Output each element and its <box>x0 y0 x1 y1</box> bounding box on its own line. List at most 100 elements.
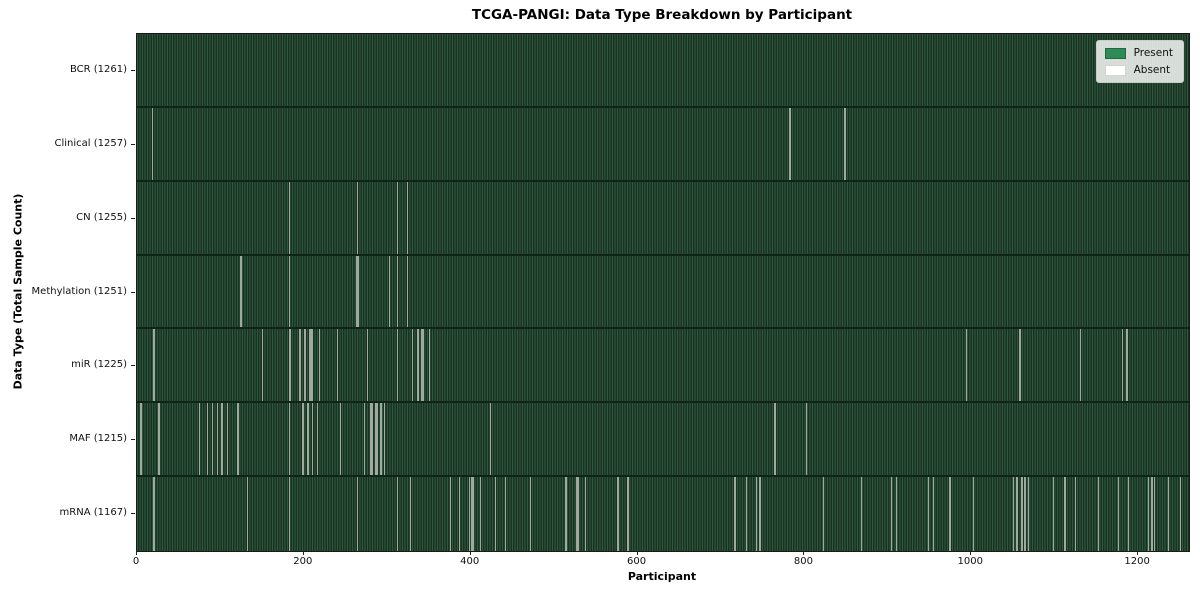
legend-item-absent: Absent <box>1104 64 1173 76</box>
data-row-CN <box>137 181 1189 256</box>
absent-line <box>1021 477 1023 551</box>
absent-line <box>304 329 306 402</box>
absent-line <box>860 477 863 551</box>
absent-line <box>1097 477 1100 551</box>
absent-line <box>759 477 761 551</box>
absent-line <box>206 403 209 476</box>
chart-title: TCGA-PANGI: Data Type Breakdown by Parti… <box>471 7 853 23</box>
absent-line <box>844 107 846 180</box>
x-tick-mark <box>302 551 304 555</box>
absent-line <box>1167 477 1170 551</box>
absent-line <box>966 329 968 402</box>
absent-line <box>397 255 399 328</box>
x-tick-label: 200 <box>293 556 313 567</box>
absent-line <box>422 329 424 402</box>
x-tick-mark <box>636 551 638 555</box>
absent-line <box>302 403 305 476</box>
absent-line <box>371 403 373 476</box>
absent-line <box>584 477 587 551</box>
y-tick-mark <box>131 143 135 145</box>
absent-line <box>409 477 411 551</box>
absent-line <box>1127 477 1130 551</box>
legend: Present Absent <box>1095 40 1184 83</box>
legend-item-present: Present <box>1104 47 1173 59</box>
absent-line <box>357 255 360 328</box>
absent-line <box>529 477 532 551</box>
absent-line <box>565 477 567 551</box>
y-tick-label: Clinical (1257) <box>54 137 128 149</box>
x-axis-label: Participant <box>627 570 697 583</box>
absent-line <box>417 329 419 402</box>
data-row-Clinical <box>137 107 1189 182</box>
absent-line <box>153 329 155 402</box>
absent-line <box>494 477 497 551</box>
absent-line <box>226 403 229 476</box>
absent-line <box>397 477 399 551</box>
absent-line <box>221 403 224 476</box>
absent-line <box>301 403 304 476</box>
absent-line <box>468 477 471 551</box>
y-tick-mark <box>131 513 135 515</box>
absent-line <box>471 477 473 551</box>
absent-line <box>774 403 776 476</box>
x-tick-mark <box>803 551 805 555</box>
absent-line <box>158 403 160 476</box>
absent-line <box>337 329 339 402</box>
absent-line <box>949 477 951 551</box>
absent-line <box>1147 477 1150 551</box>
absent-line <box>407 181 409 254</box>
y-tick-label: CN (1255) <box>76 211 127 223</box>
x-tick-mark <box>970 551 972 555</box>
y-tick-label: Methylation (1251) <box>31 285 127 297</box>
absent-line <box>246 477 249 551</box>
absent-line <box>755 477 758 551</box>
y-tick-mark <box>131 291 135 293</box>
y-tick-mark <box>131 217 135 219</box>
plot-area: Present Absent <box>136 33 1190 552</box>
legend-label-present: Present <box>1133 47 1173 59</box>
absent-line <box>564 477 567 551</box>
absent-line <box>380 403 382 476</box>
absent-line <box>421 329 423 402</box>
absent-line <box>375 403 377 476</box>
y-tick-label: miR (1225) <box>71 359 127 371</box>
absent-swatch <box>1104 64 1126 76</box>
x-tick-mark <box>136 551 137 555</box>
absent-line <box>289 329 291 402</box>
absent-line <box>412 329 414 402</box>
absent-line <box>1151 477 1153 551</box>
absent-line <box>397 181 399 254</box>
absent-line <box>1117 477 1120 551</box>
absent-line <box>309 329 311 402</box>
absent-line <box>1052 477 1055 551</box>
absent-line <box>1064 477 1066 551</box>
x-tick-label: 800 <box>793 556 813 567</box>
absent-line <box>367 329 369 402</box>
y-tick-mark <box>131 69 135 71</box>
absent-line <box>307 403 310 476</box>
absent-line <box>318 329 321 402</box>
absent-line <box>1126 329 1128 402</box>
data-row-Methylation <box>137 255 1189 330</box>
absent-line <box>1153 477 1156 551</box>
absent-line <box>1016 477 1018 551</box>
absent-line <box>504 477 507 551</box>
absent-line <box>237 403 240 476</box>
absent-line <box>288 255 291 328</box>
absent-line <box>1179 477 1181 551</box>
absent-line <box>927 477 930 551</box>
absent-line <box>363 403 366 476</box>
absent-line <box>576 477 578 551</box>
data-row-miR <box>137 329 1189 404</box>
absent-line <box>211 403 214 476</box>
absent-line <box>449 477 452 551</box>
y-tick-label: BCR (1261) <box>69 63 127 75</box>
absent-line <box>376 403 378 476</box>
absent-line <box>288 181 291 254</box>
absent-line <box>306 403 309 476</box>
absent-line <box>356 255 358 328</box>
absent-line <box>1074 477 1076 551</box>
absent-line <box>236 403 239 476</box>
absent-line <box>577 477 579 551</box>
absent-line <box>288 403 291 476</box>
